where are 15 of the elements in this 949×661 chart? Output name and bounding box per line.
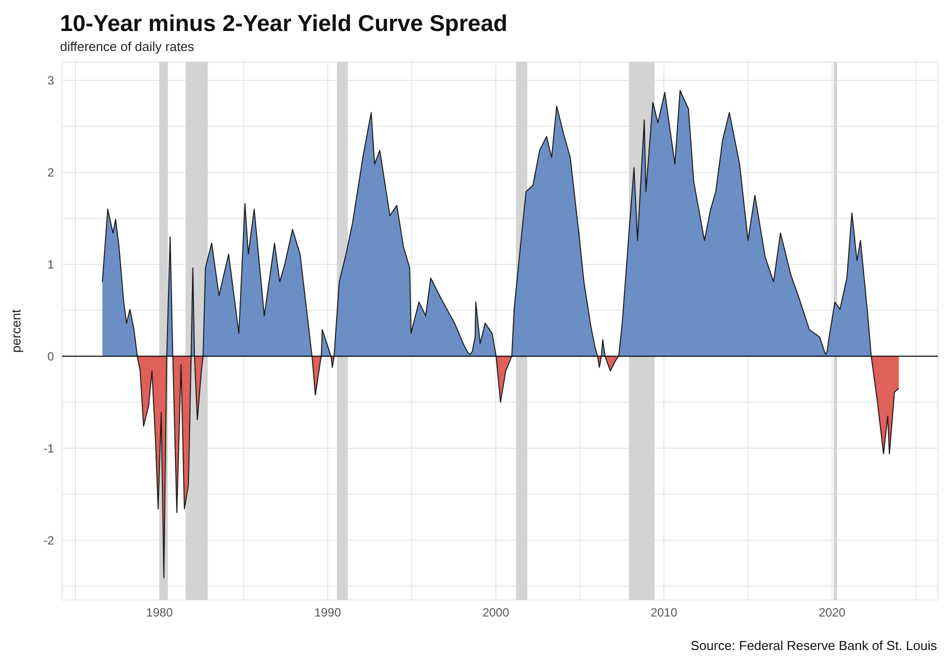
x-tick-label: 2000 (482, 606, 510, 620)
y-tick-label: 3 (47, 74, 54, 88)
source-note: Source: Federal Reserve Bank of St. Louis (690, 638, 937, 653)
y-tick-label: -2 (43, 533, 54, 548)
x-tick-label: 2020 (818, 606, 846, 620)
y-tick-label: 2 (47, 166, 54, 180)
x-tick-label: 1980 (146, 606, 174, 620)
chart-subtitle: difference of daily rates (60, 39, 194, 54)
y-axis-title: percent (8, 308, 24, 353)
x-tick-label: 2010 (650, 606, 678, 620)
x-tick-label: 1990 (314, 606, 342, 620)
chart-title: 10-Year minus 2-Year Yield Curve Spread (60, 10, 508, 37)
y-tick-label: 1 (47, 258, 54, 272)
y-tick-label: 0 (47, 350, 54, 364)
y-tick-label: -1 (43, 442, 54, 456)
